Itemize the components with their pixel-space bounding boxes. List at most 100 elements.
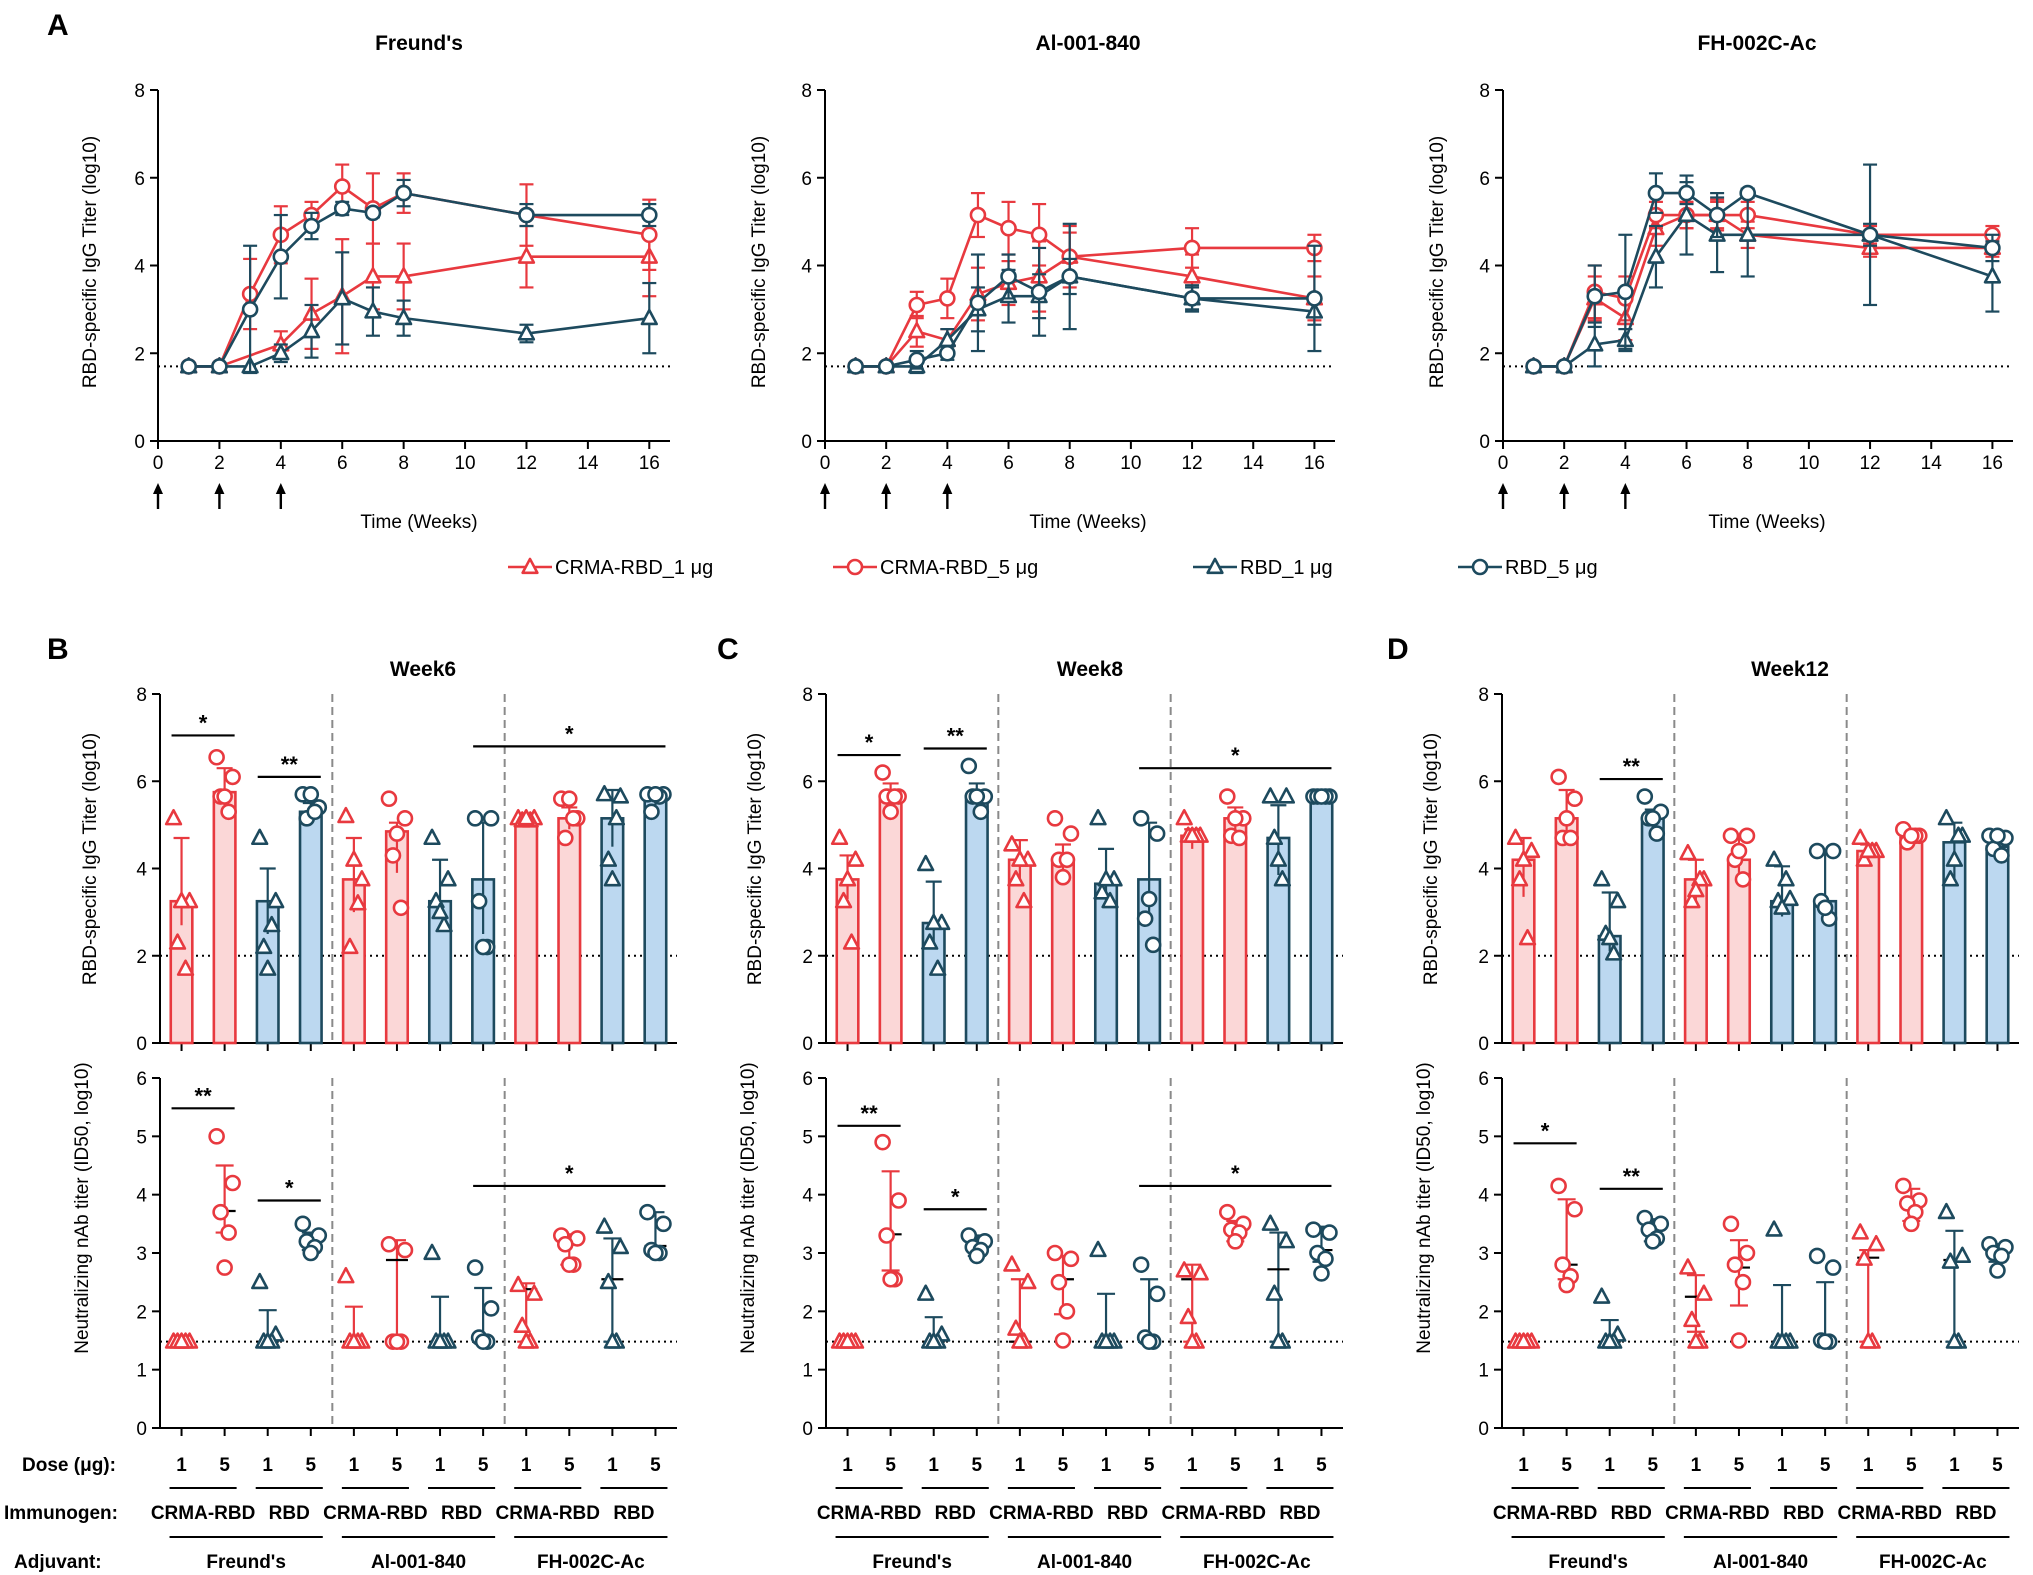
bar: [1180, 834, 1205, 1045]
bar: [514, 817, 539, 1045]
data-point: [1183, 826, 1201, 843]
significance-label: *: [951, 1184, 960, 1209]
data-point: [1586, 287, 1604, 305]
nab-chart-week8: Neutralizing nAb titer (ID50, log10) 0 1 2…: [738, 1062, 1343, 1440]
adjuvant-label: FH-002C-Ac: [1203, 1552, 1311, 1573]
legend-label: RBD_5 μg: [1505, 557, 1598, 579]
data-point: [353, 870, 371, 887]
bar: [1899, 836, 1924, 1045]
data-point: [333, 200, 351, 217]
data-point: [1647, 184, 1665, 202]
y-tick-label: 4: [802, 860, 813, 881]
data-point: [969, 206, 987, 224]
data-point: [1015, 891, 1033, 909]
data-point: [1003, 835, 1021, 852]
y-axis-label: RBD-specific IgG Titer (log10): [80, 136, 101, 388]
immunogen-label: RBD: [613, 1503, 654, 1524]
data-point: [1183, 267, 1201, 284]
y-tick-label: 2: [136, 1302, 147, 1323]
data-point: [640, 206, 658, 224]
data-point: [925, 913, 943, 931]
data-point: [1824, 842, 1842, 860]
dose-value: 1: [262, 1455, 273, 1476]
dose-value: 5: [1144, 1455, 1155, 1476]
series-line: [855, 274, 1315, 368]
data-point: [1647, 247, 1665, 264]
data-point: [337, 1266, 355, 1284]
data-point: [1183, 290, 1201, 307]
data-point: [1097, 870, 1115, 887]
dose-value: 5: [1230, 1455, 1241, 1476]
data-point: [1894, 1177, 1912, 1195]
immunogen-label: CRMA-RBD: [323, 1503, 427, 1524]
immunogen-label: CRMA-RBD: [1493, 1503, 1597, 1524]
y-tick-label: 2: [1479, 344, 1490, 365]
data-point: [1722, 1215, 1740, 1233]
data-point: [1777, 870, 1795, 887]
legend-marker: [1206, 557, 1224, 575]
y-axis-label: RBD-specific IgG Titer (log10): [80, 733, 101, 985]
data-point: [1321, 1224, 1338, 1241]
x-tick-label: 4: [1620, 453, 1631, 474]
data-point: [1030, 226, 1048, 244]
data-point: [1867, 1234, 1885, 1252]
data-point: [560, 790, 578, 808]
line-chart-al-001-840: Al-001-840 Time (Weeks) RBD-specific IgG…: [749, 32, 1335, 533]
data-point: [1050, 1273, 1068, 1291]
data-point: [877, 358, 895, 375]
bar: [1985, 845, 2010, 1045]
data-point: [1132, 810, 1150, 827]
data-point: [925, 1332, 943, 1349]
series-line: [188, 191, 650, 368]
y-tick-label: 6: [801, 169, 812, 190]
data-point: [1218, 788, 1236, 805]
data-point: [556, 829, 574, 847]
data-point: [1148, 825, 1166, 842]
bar: [878, 795, 903, 1045]
data-point: [846, 850, 865, 867]
legend-label: CRMA-RBD_1 μg: [555, 557, 713, 579]
x-tick-label: 14: [1243, 453, 1265, 474]
data-point: [1816, 899, 1834, 917]
data-point: [1261, 1214, 1280, 1231]
bar: [298, 810, 323, 1045]
legend: CRMA-RBD_1 μg CRMA-RBD_5 μg RBD_1 μg RBD…: [508, 557, 1598, 579]
x-tick-label: 0: [1498, 453, 1509, 474]
data-point: [874, 1133, 891, 1151]
adjuvant-label: Freund's: [1548, 1552, 1627, 1573]
y-axis-label: Neutralizing nAb titer (ID50, log10): [72, 1062, 93, 1353]
data-point: [255, 937, 273, 955]
data-point: [263, 915, 281, 933]
y-tick-label: 4: [1479, 257, 1490, 278]
data-point: [1305, 1221, 1322, 1238]
dose-value: 5: [1561, 1455, 1572, 1476]
x-tick-label: 14: [1921, 453, 1943, 474]
dose-value: 1: [842, 1455, 853, 1476]
data-point: [517, 324, 536, 341]
bar: [600, 817, 625, 1045]
immunogen-label: RBD: [441, 1503, 482, 1524]
y-tick-label: 4: [1478, 860, 1489, 881]
data-point: [224, 1174, 241, 1192]
data-point: [388, 1333, 406, 1350]
data-point: [908, 321, 926, 339]
data-point: [1781, 889, 1799, 907]
data-point: [525, 1284, 543, 1301]
data-point: [388, 825, 406, 842]
data-point: [1175, 808, 1193, 826]
data-point: [220, 803, 237, 821]
data-point: [1061, 268, 1079, 285]
data-point: [1003, 1255, 1021, 1272]
data-point: [643, 803, 660, 821]
y-tick-label: 2: [1478, 1302, 1489, 1323]
data-point: [1937, 808, 1956, 826]
data-point: [1558, 1276, 1575, 1294]
data-point: [847, 358, 864, 375]
y-tick-label: 8: [802, 685, 813, 706]
legend-item-crma-rbd-5ug: CRMA-RBD_5 μg: [833, 557, 1038, 579]
dose-value: 5: [1648, 1455, 1659, 1476]
data-point: [1007, 1319, 1025, 1336]
data-point: [294, 1215, 312, 1233]
data-point: [1808, 1247, 1826, 1265]
data-point: [1945, 850, 1964, 867]
